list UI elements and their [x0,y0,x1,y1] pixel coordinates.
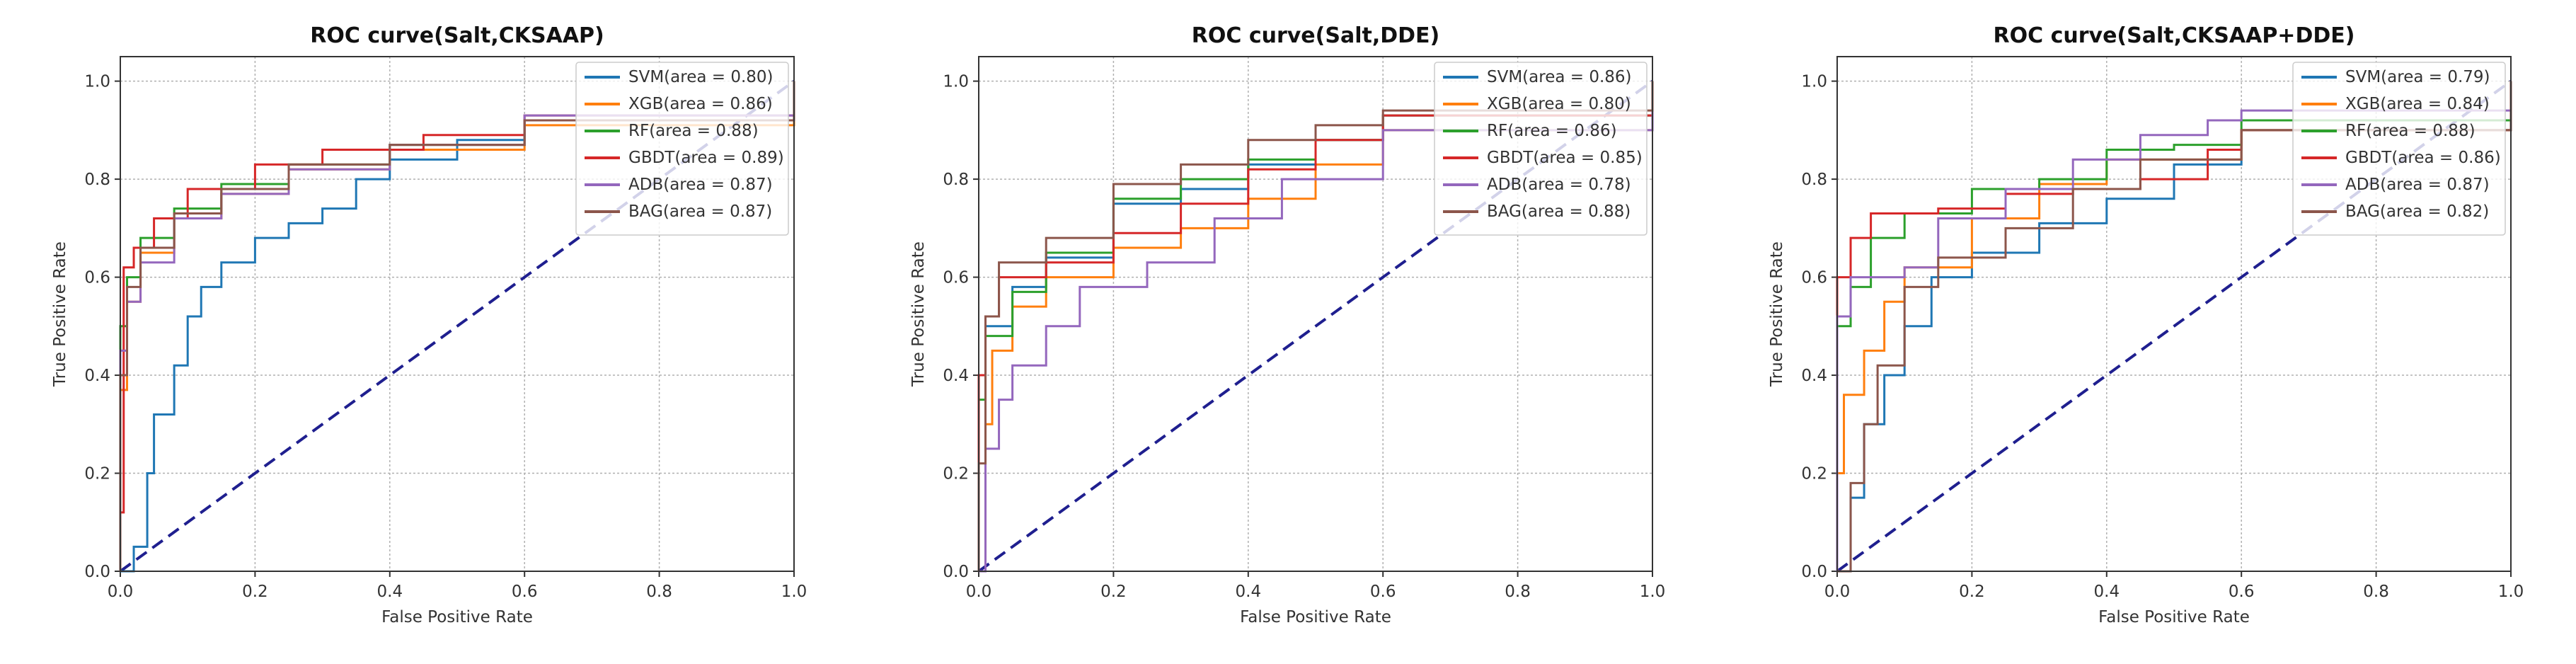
x-tick-label: 0.4 [377,583,403,601]
roc-panel-cksaap-dde: ROC curve(Salt,CKSAAP+DDE) 0.0 0.2 0.4 0.6 0.… [1717,0,2575,664]
y-tick-label: 0.4 [1801,367,1827,385]
x-tick-label: 0.8 [646,583,672,601]
legend-label: XGB(area = 0.80) [1487,95,1631,113]
y-tick-label: 0.6 [943,269,969,287]
x-tick-label: 0.2 [242,583,268,601]
x-tick-label: 0.4 [2094,583,2120,601]
y-tick-label: 1.0 [1801,73,1827,91]
legend: SVM(area = 0.86) XGB(area = 0.80) RF(area … [1434,62,1648,236]
y-axis-label: True Positive Rate [909,241,928,387]
x-tick-label: 0.8 [1505,583,1531,601]
chart-title: ROC curve(Salt,CKSAAP+DDE) [1994,23,2355,48]
x-tick-label: 0.0 [1824,583,1851,601]
y-tick-label: 0.6 [1801,269,1827,287]
y-tick-label: 0.0 [943,563,969,581]
plot-frame [1836,56,2512,572]
x-tick-label: 0.6 [1370,583,1396,601]
x-tick-label: 0.0 [108,583,134,601]
y-tick-label: 1.0 [84,73,110,91]
legend-label: RF(area = 0.88) [2345,122,2476,140]
legend-label: SVM(area = 0.86) [1487,68,1632,86]
roc-curve-svm [120,81,795,573]
x-tick-label: 0.8 [2363,583,2389,601]
y-axis-label: True Positive Rate [51,241,69,387]
x-tick-label: 0.4 [1236,583,1262,601]
y-tick-label: 0.8 [84,171,110,189]
x-tick-label: 0.6 [512,583,538,601]
x-tick-label: 1.0 [781,583,807,601]
y-axis-label: True Positive Rate [1768,241,1786,387]
y-tick-label: 0.2 [84,465,110,483]
legend-label: GBDT(area = 0.89) [628,149,784,167]
chart-title: ROC curve(Salt,CKSAAP) [310,23,604,48]
plot-frame [978,56,1653,572]
chart-title: ROC curve(Salt,DDE) [1192,23,1440,48]
legend-label: GBDT(area = 0.85) [1487,149,1643,167]
roc-curve-gbdt [1836,81,2512,571]
y-tick-label: 0.8 [943,171,969,189]
y-tick-label: 0.4 [84,367,110,385]
legend-label: XGB(area = 0.86) [628,95,773,113]
x-tick-label: 0.2 [1959,583,1985,601]
y-tick-label: 0.8 [1801,171,1827,189]
x-tick-label: 0.0 [966,583,992,601]
roc-curve-bag [977,81,1654,571]
x-tick-label: 0.2 [1100,583,1127,601]
legend-label: ADB(area = 0.78) [1487,176,1631,194]
x-axis-label: False Positive Rate [381,608,533,626]
legend-label: BAG(area = 0.87) [628,202,772,221]
legend-label: BAG(area = 0.82) [2345,202,2489,221]
x-axis-label: False Positive Rate [1240,608,1391,626]
x-axis-label: False Positive Rate [2098,608,2250,626]
legend-label: ADB(area = 0.87) [628,176,773,194]
roc-panel-cksaap: ROC curve(Salt,CKSAAP) 0.0 0.2 0.4 0.6 0.8 1.0… [0,0,858,664]
y-tick-label: 0.6 [84,269,110,287]
legend: SVM(area = 0.79) XGB(area = 0.84) RF(area … [2292,62,2506,236]
y-tick-label: 0.0 [1801,563,1827,581]
roc-curve-bag [1837,81,2512,573]
x-tick-label: 1.0 [1640,583,1666,601]
y-tick-label: 0.2 [943,465,969,483]
y-tick-label: 1.0 [943,73,969,91]
legend-label: RF(area = 0.88) [628,122,759,140]
legend-label: XGB(area = 0.84) [2345,95,2490,113]
roc-curve-adb [979,81,1654,573]
x-tick-label: 0.6 [2229,583,2255,601]
roc-curve-bag [119,81,795,571]
legend-label: GBDT(area = 0.86) [2345,149,2501,167]
roc-panel-dde: ROC curve(Salt,DDE) 0.0 0.2 0.4 0.6 0.8 1.0 0.0… [858,0,1717,664]
legend-label: ADB(area = 0.87) [2345,176,2490,194]
y-tick-label: 0.4 [943,367,969,385]
roc-curve-adb [1836,81,2512,571]
legend-label: SVM(area = 0.80) [628,68,774,86]
x-tick-label: 1.0 [2498,583,2524,601]
legend-label: BAG(area = 0.88) [1487,202,1631,221]
legend: SVM(area = 0.80) XGB(area = 0.86) RF(area … [575,62,789,236]
y-tick-label: 0.0 [84,563,110,581]
y-tick-label: 0.2 [1801,465,1827,483]
legend-label: RF(area = 0.86) [1487,122,1617,140]
plot-frame [120,56,795,572]
legend-label: SVM(area = 0.79) [2345,68,2490,86]
